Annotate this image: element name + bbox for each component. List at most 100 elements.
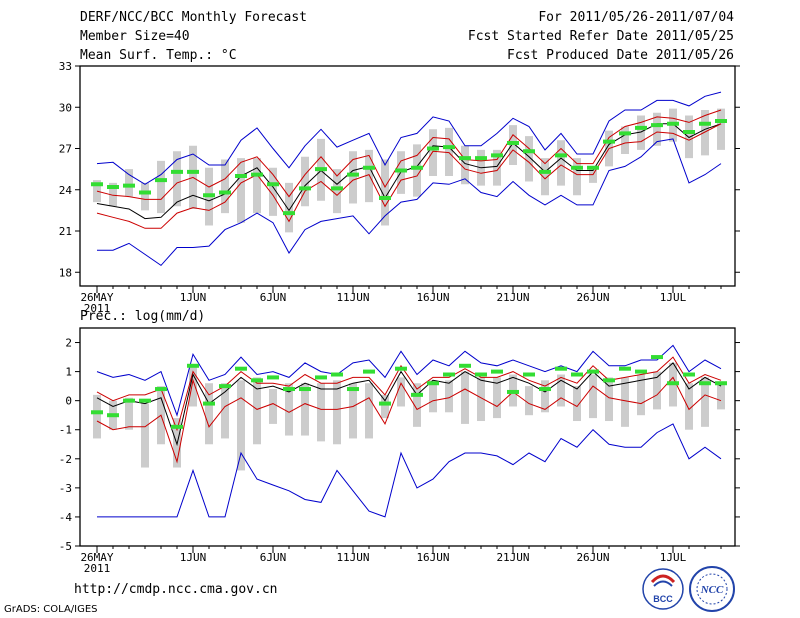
temp-ensemble-box xyxy=(109,182,117,207)
prec-ensemble-box xyxy=(685,383,693,430)
temp-observed-marker xyxy=(251,172,263,177)
temp-ensemble-box xyxy=(333,169,341,214)
prec-observed-marker xyxy=(475,372,487,377)
prec-ensemble-box xyxy=(413,383,421,427)
prec-observed-marker xyxy=(347,387,359,392)
temp-observed-marker xyxy=(571,165,583,170)
temp-observed-marker xyxy=(379,196,391,200)
temp-ensemble-box xyxy=(269,167,277,216)
prec-x-tick-label: 1JUN xyxy=(180,551,207,564)
member-size-label: Member Size=40 xyxy=(80,29,190,44)
temp-observed-marker xyxy=(507,141,519,145)
prec-ensemble-box xyxy=(285,383,293,436)
prec-observed-marker xyxy=(315,375,327,380)
temp-observed-marker xyxy=(699,121,711,126)
prec-ensemble-box xyxy=(605,377,613,422)
prec-ensemble-box xyxy=(93,394,101,439)
temp-ensemble-box xyxy=(541,158,549,196)
prec-observed-marker xyxy=(139,398,151,403)
temp-ensemble-box xyxy=(285,182,293,233)
prec-x-tick-label: 16JUN xyxy=(416,551,449,564)
temp-observed-marker xyxy=(619,131,631,136)
temp-y-tick-label: 33 xyxy=(59,60,72,73)
temp-observed-marker xyxy=(603,139,615,144)
prec-y-tick-label: -5 xyxy=(59,540,72,553)
prec-ensemble-box xyxy=(557,374,565,407)
bcc-logo-text: BCC xyxy=(653,594,673,604)
temp-observed-marker xyxy=(283,211,295,216)
prec-observed-marker xyxy=(523,372,535,377)
temp-ensemble-box xyxy=(701,110,709,156)
temp-series-max xyxy=(96,91,722,185)
temp-ensemble-box xyxy=(381,159,389,226)
temp-observed-marker xyxy=(171,169,183,174)
prec-ensemble-box xyxy=(493,377,501,419)
prec-series-ensemble-mean xyxy=(96,362,722,447)
prec-series-min xyxy=(97,423,722,518)
temp-panel: 18 21 24 27 30 33 26MAY 1JUN 6JUN 11JUN 16JUN 21JUN… xyxy=(59,60,740,315)
temp-observed-marker xyxy=(683,130,695,134)
temp-observed-marker xyxy=(331,186,343,191)
prec-observed-marker xyxy=(187,363,199,368)
temp-observed-marker xyxy=(107,185,119,189)
temp-x-tick-label: 26JUN xyxy=(576,291,609,304)
prec-observed-marker xyxy=(91,410,103,415)
temp-ensemble-box xyxy=(461,145,469,185)
temp-ensemble-box xyxy=(445,127,453,176)
prec-ensemble-box xyxy=(525,386,533,416)
temp-y-tick-label: 21 xyxy=(59,225,72,238)
prec-observed-marker xyxy=(235,366,247,371)
temp-observed-marker xyxy=(139,190,151,195)
prec-observed-marker xyxy=(667,381,679,386)
temp-ensemble-box xyxy=(637,115,645,150)
temp-year-label: 2011 xyxy=(84,302,111,315)
prec-observed-marker xyxy=(587,369,599,374)
prec-observed-marker xyxy=(683,372,695,377)
temp-observed-marker xyxy=(299,186,311,191)
prec-ensemble-box xyxy=(365,383,373,439)
temp-y-tick-label: 24 xyxy=(59,184,73,197)
temp-observed-marker xyxy=(91,182,103,187)
prec-observed-marker xyxy=(491,369,503,374)
prec-observed-marker xyxy=(619,366,631,371)
temp-ensemble-box xyxy=(301,156,309,207)
prec-observed-marker xyxy=(555,366,567,371)
prec-y-tick-label: -3 xyxy=(59,482,72,495)
prec-observed-marker xyxy=(443,372,455,377)
prec-observed-marker xyxy=(539,387,551,392)
temp-observed-marker xyxy=(523,149,535,154)
prec-ensemble-box xyxy=(445,380,453,413)
temp-observed-marker xyxy=(155,178,167,183)
prec-x-tick-label: 21JUN xyxy=(496,551,529,564)
temp-x-tick-label: 1JUN xyxy=(180,291,207,304)
temp-x-tick-label: 1JUL xyxy=(660,291,687,304)
prec-x-tick-label: 26JUN xyxy=(576,551,609,564)
temp-observed-marker xyxy=(363,165,375,170)
prec-y-tick-label: 0 xyxy=(65,395,72,408)
temp-x-tick-label: 21JUN xyxy=(496,291,529,304)
prec-series-mean-minus-sd xyxy=(96,376,722,464)
prec-series-max xyxy=(96,344,722,417)
source-url[interactable]: http://cmdp.ncc.cma.gov.cn xyxy=(74,582,278,597)
temp-observed-marker xyxy=(491,153,503,158)
prec-observed-marker xyxy=(459,363,471,368)
temp-observed-marker xyxy=(187,169,199,174)
temp-observed-marker xyxy=(203,193,215,198)
prec-ensemble-box xyxy=(269,389,277,424)
prec-ensemble-box xyxy=(317,383,325,442)
temp-ensemble-box xyxy=(141,182,149,211)
temp-observed-marker xyxy=(395,168,407,173)
temp-y-tick-label: 18 xyxy=(59,266,72,279)
temp-series-ensemble-mean xyxy=(96,123,722,220)
grads-credit: GrADS: COLA/IGES xyxy=(4,604,98,615)
prec-observed-marker xyxy=(699,381,711,386)
prec-ensemble-box xyxy=(301,383,309,436)
temp-ensemble-box xyxy=(365,149,373,203)
prec-x-tick-label: 6JUN xyxy=(260,551,287,564)
prec-observed-marker xyxy=(379,401,391,406)
temp-observed-marker xyxy=(315,167,327,172)
temp-observed-marker xyxy=(667,121,679,126)
temp-observed-marker xyxy=(219,190,231,195)
temp-observed-marker xyxy=(427,146,439,151)
temp-y-tick-label: 30 xyxy=(59,101,72,114)
